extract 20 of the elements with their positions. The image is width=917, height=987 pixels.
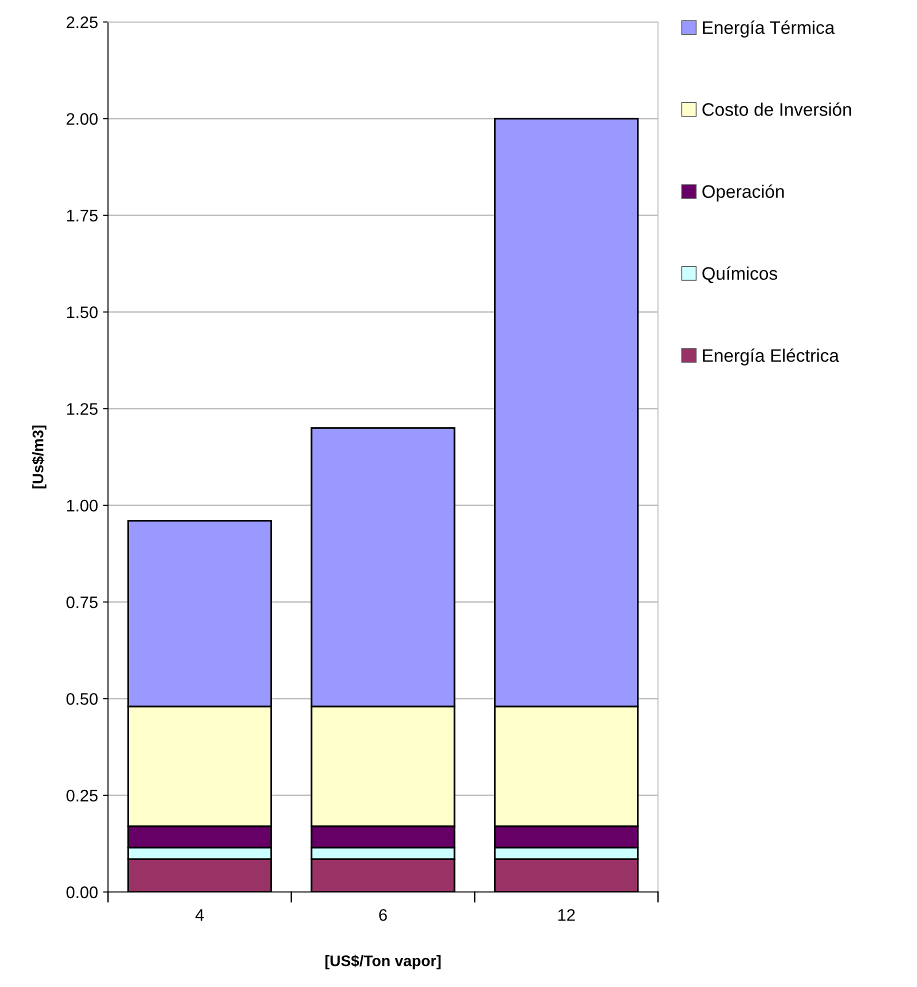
y-tick-label: 1.25 xyxy=(67,403,98,415)
x-tick-label: 12 xyxy=(558,909,575,921)
y-tick-label: 1.50 xyxy=(67,306,98,318)
y-tick-label: 2.00 xyxy=(66,113,98,125)
x-tick-label: 6 xyxy=(379,909,387,921)
legend-label: Energía Eléctrica xyxy=(703,348,840,366)
legend-label: Costo de Inversión xyxy=(702,102,851,116)
legend-label: Químicos xyxy=(702,266,778,284)
y-tick-label: 0.75 xyxy=(66,596,98,608)
y-axis-title: [Us$/m3] xyxy=(32,426,46,488)
y-tick-label: 0.50 xyxy=(66,693,98,705)
x-axis-title: [US$/Ton vapor] xyxy=(325,954,441,970)
legend-label: Operación xyxy=(702,184,784,202)
x-tick-label: 4 xyxy=(195,909,204,921)
y-tick-label: 0.25 xyxy=(66,790,98,802)
y-tick-label: 1.75 xyxy=(67,210,98,222)
legend-label: Energía Térmica xyxy=(703,20,835,38)
y-tick-label: 0.00 xyxy=(66,886,98,898)
y-tick-label: 2.25 xyxy=(66,16,98,28)
y-tick-label: 1.00 xyxy=(67,500,98,512)
